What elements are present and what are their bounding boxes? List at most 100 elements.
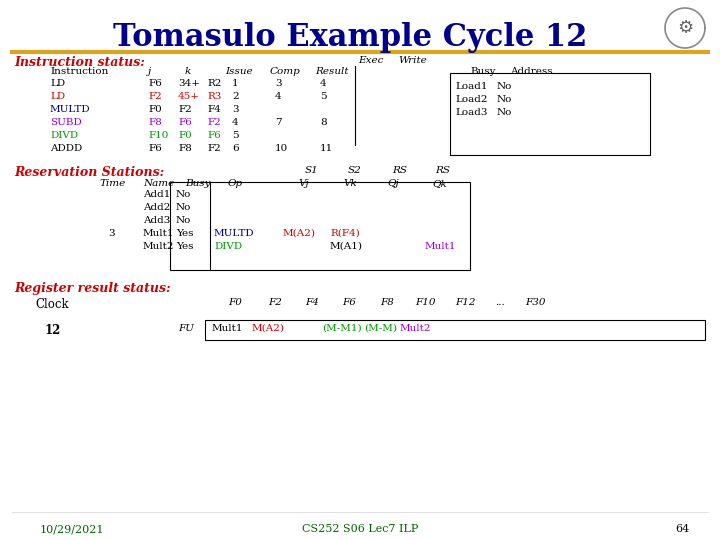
Text: 3: 3: [108, 229, 114, 238]
Text: F6: F6: [148, 79, 162, 88]
Text: F6: F6: [207, 131, 221, 140]
Text: 1: 1: [232, 79, 238, 88]
Text: 7: 7: [275, 118, 282, 127]
Text: F2: F2: [148, 92, 162, 101]
Text: ...: ...: [495, 298, 505, 307]
Text: (M-M1): (M-M1): [322, 324, 361, 333]
Text: Load3: Load3: [455, 108, 487, 117]
Text: ADDD: ADDD: [50, 144, 82, 153]
Text: Yes: Yes: [176, 229, 194, 238]
Text: Mult1: Mult1: [425, 242, 456, 251]
Text: F12: F12: [455, 298, 475, 307]
Text: R3: R3: [207, 92, 221, 101]
Text: Exec: Exec: [358, 56, 383, 65]
Text: S2: S2: [348, 166, 361, 175]
Text: Mult2: Mult2: [143, 242, 174, 251]
Text: Name: Name: [143, 179, 174, 188]
Text: F2: F2: [178, 105, 192, 114]
Text: 4: 4: [275, 92, 282, 101]
Text: F8: F8: [178, 144, 192, 153]
Text: No: No: [176, 216, 192, 225]
Text: 5: 5: [232, 131, 238, 140]
Text: Add1: Add1: [143, 190, 171, 199]
Text: 12: 12: [45, 324, 61, 337]
Text: F2: F2: [207, 118, 221, 127]
Text: 6: 6: [232, 144, 238, 153]
Text: Clock: Clock: [35, 298, 68, 311]
Text: Register result status:: Register result status:: [14, 282, 171, 295]
Text: Tomasulo Example Cycle 12: Tomasulo Example Cycle 12: [113, 22, 588, 53]
Text: Busy: Busy: [185, 179, 210, 188]
Text: 10: 10: [275, 144, 288, 153]
Text: Load1: Load1: [455, 82, 487, 91]
Text: R2: R2: [207, 79, 221, 88]
Text: LD: LD: [50, 79, 65, 88]
Text: 4: 4: [320, 79, 327, 88]
Text: F2: F2: [207, 144, 221, 153]
Text: Add2: Add2: [143, 203, 171, 212]
Text: F30: F30: [525, 298, 546, 307]
Text: 10/29/2021: 10/29/2021: [40, 524, 104, 534]
Text: F0: F0: [148, 105, 162, 114]
Text: (M-M): (M-M): [364, 324, 397, 333]
Text: Instruction status:: Instruction status:: [14, 56, 145, 69]
Text: No: No: [497, 108, 513, 117]
Text: 4: 4: [232, 118, 238, 127]
Text: Busy: Busy: [470, 67, 495, 76]
Text: M(A1): M(A1): [330, 242, 363, 251]
Text: Vj: Vj: [298, 179, 309, 188]
Text: SUBD: SUBD: [50, 118, 82, 127]
Text: DIVD: DIVD: [50, 131, 78, 140]
Text: F4: F4: [207, 105, 221, 114]
Text: DIVD: DIVD: [214, 242, 242, 251]
Text: MULTD: MULTD: [214, 229, 255, 238]
Text: Address: Address: [510, 67, 553, 76]
Text: F8: F8: [380, 298, 394, 307]
Text: Yes: Yes: [176, 242, 194, 251]
Text: 3: 3: [275, 79, 282, 88]
Bar: [170, 182, 470, 270]
Text: F0: F0: [228, 298, 242, 307]
Text: No: No: [497, 95, 513, 104]
Text: CS252 S06 Lec7 ILP: CS252 S06 Lec7 ILP: [302, 524, 418, 534]
Text: 34+: 34+: [178, 79, 200, 88]
Text: 11: 11: [320, 144, 333, 153]
Text: F4: F4: [305, 298, 319, 307]
Text: F10: F10: [415, 298, 436, 307]
Text: F8: F8: [148, 118, 162, 127]
Text: No: No: [497, 82, 513, 91]
Text: 45+: 45+: [178, 92, 200, 101]
Text: FU: FU: [178, 324, 194, 333]
Text: MULTD: MULTD: [50, 105, 91, 114]
Text: F6: F6: [148, 144, 162, 153]
Text: Op: Op: [228, 179, 243, 188]
Text: Write: Write: [398, 56, 427, 65]
Text: Time: Time: [100, 179, 126, 188]
Text: S1: S1: [305, 166, 319, 175]
Bar: [205, 320, 705, 340]
Text: LD: LD: [50, 92, 65, 101]
Text: M(A2): M(A2): [252, 324, 285, 333]
Text: R(F4): R(F4): [330, 229, 360, 238]
Text: k: k: [185, 67, 192, 76]
Text: F0: F0: [178, 131, 192, 140]
Text: Add3: Add3: [143, 216, 171, 225]
Text: Qj: Qj: [387, 179, 399, 188]
Text: Load2: Load2: [455, 95, 487, 104]
Text: Reservation Stations:: Reservation Stations:: [14, 166, 164, 179]
Text: Comp: Comp: [270, 67, 301, 76]
Text: ⚙: ⚙: [677, 19, 693, 37]
Text: Instruction: Instruction: [50, 67, 109, 76]
Text: Mult1: Mult1: [212, 324, 243, 333]
Text: F6: F6: [342, 298, 356, 307]
Text: Issue: Issue: [225, 67, 253, 76]
Text: Vk: Vk: [343, 179, 356, 188]
Text: j: j: [148, 67, 151, 76]
Text: 5: 5: [320, 92, 327, 101]
Text: RS: RS: [392, 166, 407, 175]
Text: Mult1: Mult1: [143, 229, 174, 238]
Bar: [450, 73, 650, 155]
Text: F10: F10: [148, 131, 168, 140]
Text: M(A2): M(A2): [283, 229, 316, 238]
Text: 64: 64: [676, 524, 690, 534]
